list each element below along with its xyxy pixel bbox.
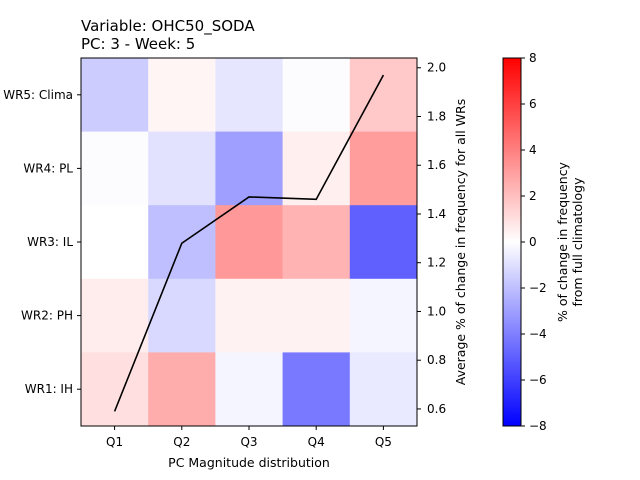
heatmap-cell [282, 205, 351, 280]
heatmap-cell [282, 352, 351, 427]
colorbar-tick-label: −8 [529, 419, 547, 433]
x-axis-ticks: Q1 Q2 Q3 Q4 Q5 [106, 426, 392, 449]
colorbar-label-line2: from full climatology [570, 177, 585, 307]
y-axis-ticks: WR5: Clima WR4: PL WR3: IL WR2: PH WR1: IH [3, 88, 81, 396]
x-tick-label: Q2 [173, 435, 190, 449]
heatmap-cell [148, 352, 216, 427]
heatmap-cell [215, 131, 284, 206]
heatmap-cell [148, 58, 216, 133]
y-tick-label: WR4: PL [23, 161, 73, 175]
x-axis-label: PC Magnitude distribution [168, 455, 330, 470]
x-tick-label: Q1 [106, 435, 123, 449]
colorbar [502, 57, 522, 427]
heatmap-cell [148, 131, 216, 206]
y-tick-label: WR3: IL [27, 235, 73, 249]
heatmap-cell [81, 205, 149, 280]
y-tick-label: WR5: Clima [3, 88, 73, 102]
heatmap-cell [349, 352, 418, 427]
colorbar-tick-label: 2 [529, 189, 537, 203]
heatmap-cell [349, 205, 418, 280]
heatmap-cell [215, 58, 284, 133]
heatmap-cell [349, 58, 418, 133]
colorbar-tick-label: 4 [529, 143, 537, 157]
chart-title-line2: PC: 3 - Week: 5 [81, 35, 195, 53]
colorbar-tick-label: −2 [529, 281, 547, 295]
x-tick-label: Q5 [375, 435, 392, 449]
colorbar-tick-label: 8 [529, 51, 537, 65]
right-tick-label: 2.0 [427, 61, 446, 75]
right-tick-label: 1.0 [427, 304, 446, 318]
x-tick-label: Q4 [308, 435, 325, 449]
colorbar-tick-label: 6 [529, 97, 537, 111]
heatmap-cell [349, 131, 418, 206]
right-axis-ticks: 0.6 0.8 1.0 1.2 1.4 1.6 1.8 2.0 [417, 61, 446, 416]
right-tick-label: 0.8 [427, 353, 446, 367]
chart-title-line1: Variable: OHC50_SODA [81, 17, 255, 36]
colorbar-tick-label: −4 [529, 327, 547, 341]
colorbar-tick-label: 0 [529, 235, 537, 249]
heatmap-cell [282, 278, 351, 353]
right-tick-label: 1.2 [427, 256, 446, 270]
colorbar-tick-label: −6 [529, 373, 547, 387]
colorbar-ticks: 8 6 4 2 0 −2 −4 −6 −8 [521, 51, 547, 433]
heatmap-cell [215, 205, 284, 280]
heatmap-cell [349, 278, 418, 353]
right-tick-label: 1.8 [427, 109, 446, 123]
heatmap-cell [215, 278, 284, 353]
heatmap-cell [81, 58, 149, 133]
right-axis-label: Average % of change in frequency for all… [453, 99, 468, 386]
right-tick-label: 1.4 [427, 207, 446, 221]
heatmap-cell [81, 131, 149, 206]
heatmap-cell [282, 58, 351, 133]
x-tick-label: Q3 [240, 435, 257, 449]
right-tick-label: 0.6 [427, 402, 446, 416]
y-tick-label: WR1: IH [25, 382, 73, 396]
y-tick-label: WR2: PH [21, 309, 73, 323]
heatmap-cell [81, 278, 149, 353]
average-change-line [113, 74, 385, 412]
colorbar-label-line1: % of change in frequency [555, 161, 570, 322]
heatmap-cell [148, 278, 216, 353]
heatmap-cells [81, 58, 418, 427]
heatmap-cell [81, 352, 149, 427]
heatmap-cell [215, 352, 284, 427]
heatmap-cell [282, 131, 351, 206]
right-tick-label: 1.6 [427, 158, 446, 172]
